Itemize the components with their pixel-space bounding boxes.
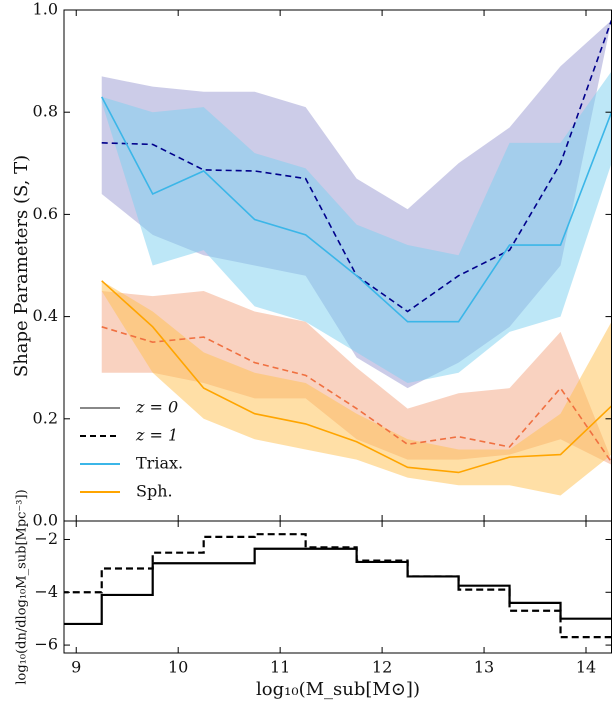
- legend-label: Triax.: [136, 454, 183, 473]
- y-tick-label: 0.4: [33, 306, 58, 325]
- band: [101, 291, 612, 465]
- axes: 0.0 0.2 0.4 0.6 0.8 1.0 z = 0 z = 1 Triax. Sph. −6…: [33, 0, 612, 677]
- legend-label: z = 0: [135, 398, 178, 417]
- y-tick-label: −4: [34, 582, 58, 601]
- y-axis-title: log₁₀(dn/dlog₁₀M_sub[Mpc⁻³]): [15, 489, 30, 684]
- top-plot: [101, 19, 612, 496]
- line: [101, 326, 612, 463]
- y-tick-label: 0.2: [33, 408, 58, 427]
- x-axis-title: log₁₀(M_sub[M⊙]): [256, 679, 420, 700]
- histogram-step: [64, 533, 612, 639]
- x-tick-label: 12: [372, 658, 392, 677]
- x-tick-label: 11: [270, 658, 290, 677]
- y-tick-label: 0.8: [33, 102, 58, 121]
- x-tick-label: 13: [474, 658, 494, 677]
- plot-frame: [63, 520, 612, 654]
- band: [101, 71, 612, 384]
- x-tick-label: 14: [576, 658, 596, 677]
- line: [101, 280, 612, 474]
- y-tick-label: 0.0: [33, 511, 58, 530]
- y-tick-label: 1.0: [33, 0, 58, 19]
- x-tick-label: 10: [168, 658, 188, 677]
- bottom-plot: [64, 533, 612, 639]
- line: [101, 96, 612, 323]
- legend-label: Sph.: [136, 482, 173, 501]
- y-axis-title: Shape Parameters (S, T): [11, 155, 32, 377]
- histogram-step: [64, 547, 612, 626]
- y-tick-label: −6: [34, 635, 58, 654]
- y-tick-label: −2: [34, 529, 58, 548]
- x-tick-label: 9: [71, 658, 81, 677]
- legend-label: z = 1: [135, 426, 178, 445]
- y-tick-label: 0.6: [33, 204, 58, 223]
